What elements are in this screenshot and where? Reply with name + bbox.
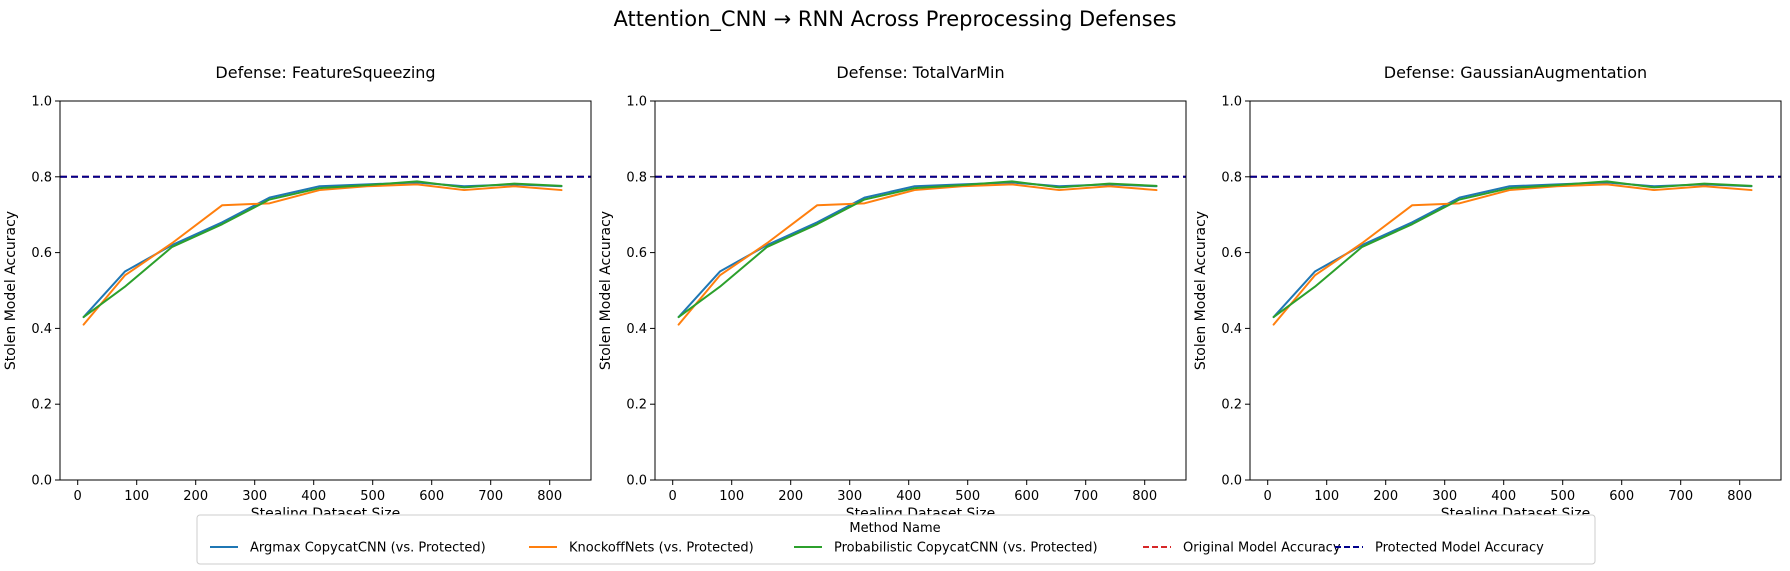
- x-tick-label: 400: [1491, 489, 1516, 504]
- series-line-3: [82, 180, 563, 319]
- x-tick-label: 600: [1014, 489, 1039, 504]
- x-tick-label: 300: [1432, 489, 1457, 504]
- x-tick-label: 300: [242, 489, 267, 504]
- subplot-1: Defense: FeatureSqueezing 0 100 200 300 400 50…: [3, 63, 592, 522]
- subplot-title: Defense: TotalVarMin: [836, 63, 1004, 82]
- y-tick-label: 0.0: [31, 474, 52, 489]
- x-tick-label: 0: [669, 489, 677, 504]
- subplot-title: Defense: GaussianAugmentation: [1384, 63, 1647, 82]
- x-tick-label: 400: [301, 489, 326, 504]
- axes-frame: [59, 100, 592, 481]
- series-line-1: [677, 181, 1158, 319]
- legend-label: KnockoffNets (vs. Protected): [569, 541, 754, 556]
- x-tick-label: 500: [1550, 489, 1575, 504]
- legend-entry-2: KnockoffNets (vs. Protected): [529, 541, 754, 556]
- legend-entry-3: Probabilistic CopycatCNN (vs. Protected): [794, 541, 1098, 556]
- series-line-1: [82, 181, 563, 319]
- legend-label: Protected Model Accuracy: [1375, 541, 1544, 556]
- series-line-3: [677, 180, 1158, 319]
- x-tick-label: 800: [1727, 489, 1752, 504]
- legend-label: Probabilistic CopycatCNN (vs. Protected): [834, 541, 1098, 556]
- legend: Method Name Argmax CopycatCNN (vs. Prote…: [196, 514, 1596, 565]
- figure-title: Attention_CNN → RNN Across Preprocessing…: [613, 7, 1176, 32]
- x-tick-label: 700: [1073, 489, 1098, 504]
- x-tick-label: 400: [896, 489, 921, 504]
- subplot-2: Defense: TotalVarMin 0 100 200 300 400 500 600 7…: [598, 63, 1187, 522]
- y-tick-label: 0.2: [1221, 398, 1242, 413]
- y-tick-label: 1.0: [31, 95, 52, 110]
- legend-label: Argmax CopycatCNN (vs. Protected): [250, 541, 486, 556]
- y-tick-label: 1.0: [626, 95, 647, 110]
- axes-frame: [654, 100, 1187, 481]
- legend-label: Original Model Accuracy: [1183, 541, 1341, 556]
- y-tick-label: 0.6: [1221, 246, 1242, 261]
- series-line-1: [1272, 181, 1753, 319]
- x-tick-label: 100: [124, 489, 149, 504]
- x-tick-label: 700: [478, 489, 503, 504]
- y-tick-label: 1.0: [1221, 95, 1242, 110]
- series-line-2: [82, 183, 563, 326]
- y-axis-label: Stolen Model Accuracy: [1193, 211, 1209, 370]
- legend-frame: [196, 514, 1596, 565]
- plot-area: [60, 175, 591, 326]
- y-tick-label: 0.4: [1221, 322, 1242, 337]
- x-tick-label: 500: [360, 489, 385, 504]
- series-line-3: [1272, 180, 1753, 319]
- x-tick-label: 800: [1132, 489, 1157, 504]
- y-axis-label: Stolen Model Accuracy: [3, 211, 19, 370]
- legend-entry-1: Argmax CopycatCNN (vs. Protected): [210, 541, 486, 556]
- x-tick-label: 200: [1373, 489, 1398, 504]
- y-tick-label: 0.6: [626, 246, 647, 261]
- x-tick-label: 100: [1314, 489, 1339, 504]
- subplots: Defense: FeatureSqueezing 0 100 200 300 400 50…: [3, 63, 1782, 522]
- subplot-title: Defense: FeatureSqueezing: [215, 63, 435, 82]
- y-tick-label: 0.4: [626, 322, 647, 337]
- legend-entries: Argmax CopycatCNN (vs. Protected) Knockof…: [210, 541, 1544, 556]
- legend-entry-4: Original Model Accuracy: [1143, 541, 1341, 556]
- series-line-2: [1272, 183, 1753, 326]
- axes-frame: [1249, 100, 1782, 481]
- y-tick-label: 0.8: [1221, 170, 1242, 185]
- x-tick-label: 600: [1609, 489, 1634, 504]
- x-tick-label: 800: [537, 489, 562, 504]
- y-tick-label: 0.4: [31, 322, 52, 337]
- x-tick-label: 0: [1264, 489, 1272, 504]
- series-line-2: [677, 183, 1158, 326]
- x-tick-label: 300: [837, 489, 862, 504]
- plot-area: [655, 175, 1186, 326]
- legend-title: Method Name: [849, 521, 940, 536]
- plot-area: [1250, 175, 1781, 326]
- x-tick-label: 200: [778, 489, 803, 504]
- legend-entry-5: Protected Model Accuracy: [1335, 541, 1544, 556]
- x-tick-label: 600: [419, 489, 444, 504]
- y-tick-label: 0.6: [31, 246, 52, 261]
- x-tick-label: 100: [719, 489, 744, 504]
- y-tick-label: 0.0: [1221, 474, 1242, 489]
- x-tick-label: 700: [1668, 489, 1693, 504]
- y-tick-label: 0.0: [626, 474, 647, 489]
- x-tick-label: 0: [74, 489, 82, 504]
- x-tick-label: 500: [955, 489, 980, 504]
- subplot-3: Defense: GaussianAugmentation 0 100 200 300 4…: [1193, 63, 1782, 522]
- y-axis-label: Stolen Model Accuracy: [598, 211, 614, 370]
- y-tick-label: 0.2: [626, 398, 647, 413]
- x-tick-label: 200: [183, 489, 208, 504]
- y-tick-label: 0.8: [626, 170, 647, 185]
- y-tick-label: 0.2: [31, 398, 52, 413]
- y-tick-label: 0.8: [31, 170, 52, 185]
